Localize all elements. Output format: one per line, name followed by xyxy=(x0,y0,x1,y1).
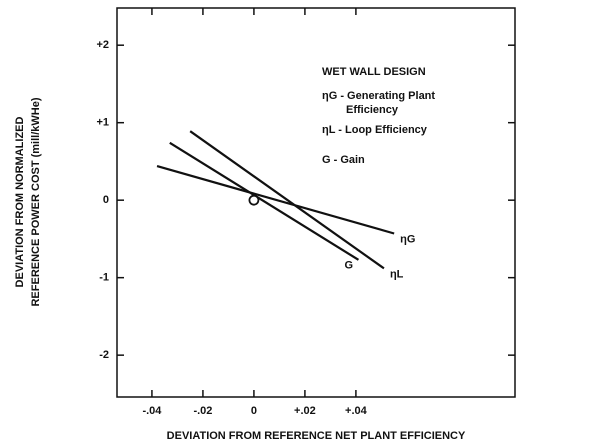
annotation: WET WALL DESIGN xyxy=(322,66,426,78)
annotation: Efficiency xyxy=(346,104,399,116)
line xyxy=(169,141,360,261)
x-tick-label: +.04 xyxy=(345,405,368,417)
x-tick-label: 0 xyxy=(251,405,257,417)
plot-frame xyxy=(116,7,516,398)
y-axis-label: REFERENCE POWER COST (mill/kWHe) xyxy=(30,97,42,306)
x-tick-label: -.04 xyxy=(142,405,162,417)
y-tick-label: -2 xyxy=(99,349,109,361)
y-tick-label: +1 xyxy=(96,117,109,129)
line-label: ηG xyxy=(400,233,415,245)
annotation: ηG - Generating Plant xyxy=(322,90,435,102)
x-tick-label: +.02 xyxy=(294,405,316,417)
line-label: G xyxy=(344,260,353,272)
x-axis-label: DEVIATION FROM REFERENCE NET PLANT EFFIC… xyxy=(167,430,466,442)
x-tick-label: -.02 xyxy=(193,405,212,417)
y-tick-label: 0 xyxy=(103,194,109,206)
origin-marker xyxy=(248,194,260,206)
line-label: ηL xyxy=(390,268,404,280)
y-tick-label: +2 xyxy=(96,39,109,51)
y-tick-label: -1 xyxy=(99,272,109,284)
annotation: G - Gain xyxy=(322,154,365,166)
annotation: ηL - Loop Efficiency xyxy=(322,124,428,136)
line xyxy=(189,130,385,270)
y-axis-label: DEVIATION FROM NORMALIZED xyxy=(14,116,26,287)
line xyxy=(156,165,395,235)
